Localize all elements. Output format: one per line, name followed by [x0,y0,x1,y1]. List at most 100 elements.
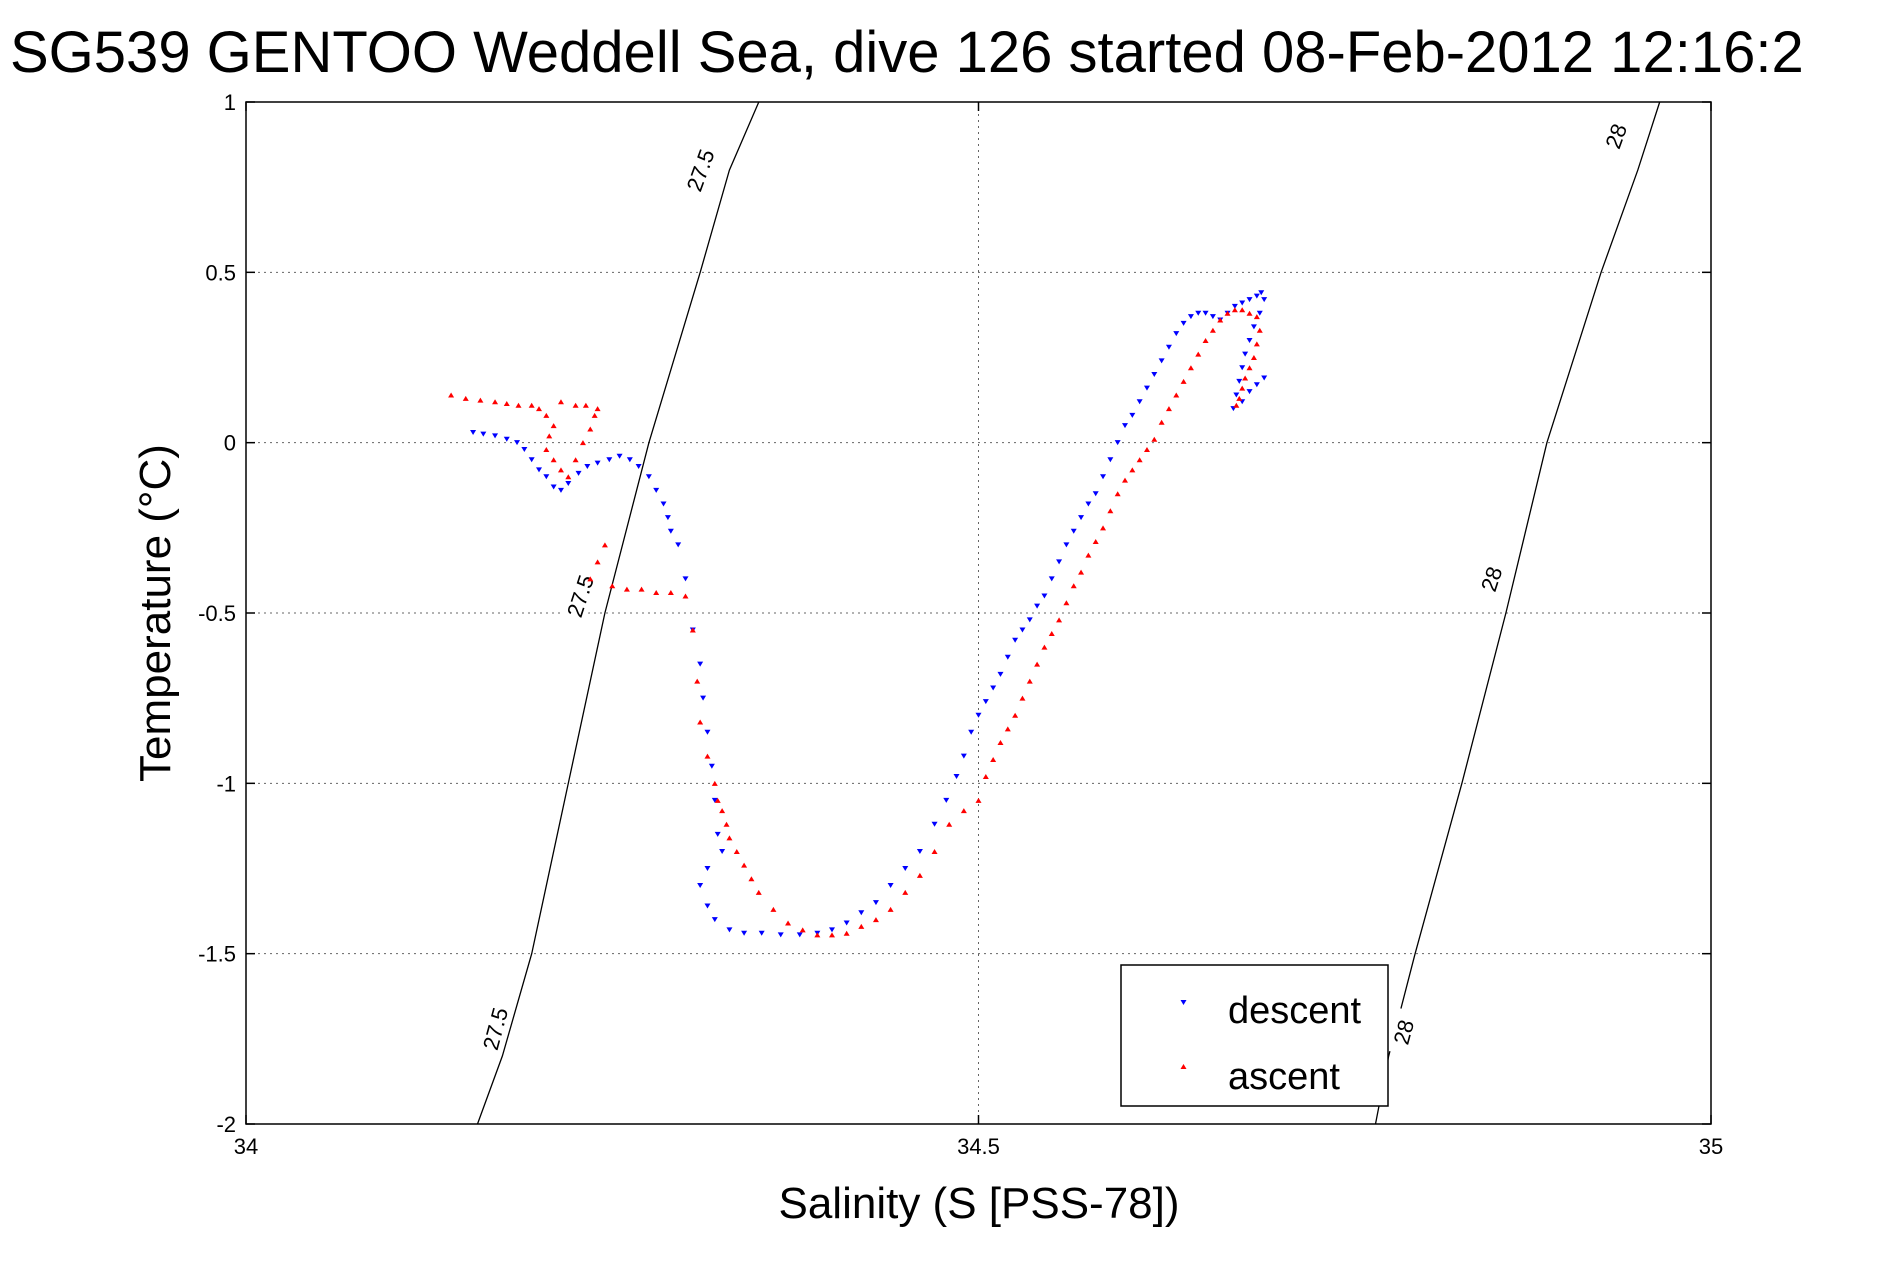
ascent-point [609,583,616,589]
descent-point [682,576,689,582]
descent-point [660,501,667,507]
y-tick-label: 0 [224,431,236,456]
descent-point [1261,375,1268,381]
ascent-point [741,862,748,868]
descent-point [1242,351,1249,357]
descent-point [675,542,682,548]
descent-point [1107,457,1114,463]
contour-label-bg [1596,110,1636,162]
descent-point [616,453,623,459]
ascent-point [1242,375,1249,381]
ascent-point [582,402,589,408]
contour-label-bg [1472,553,1511,604]
ascent-point [723,821,730,827]
descent-point [960,753,967,759]
ascent-point [843,930,850,936]
ascent-point [638,586,645,592]
ascent-point [572,402,579,408]
x-tick-label: 35 [1699,1134,1723,1159]
descent-point [550,484,557,490]
ascent-point [1070,583,1077,589]
descent-point [758,930,765,936]
ascent-point [594,559,601,565]
ascent-point [946,821,953,827]
ascent-point [1041,644,1048,650]
ascent-point [858,923,865,929]
ascent-point [601,542,608,548]
descent-point [1246,389,1253,395]
ascent-point [931,848,938,854]
contour-label-bg [1385,1007,1422,1057]
descent-point [1250,324,1257,330]
ascent-point [1256,327,1263,333]
ascent-point [711,780,718,786]
descent-point [796,932,803,938]
descent-point [719,848,726,854]
descent-point [1122,423,1128,429]
descent-point [953,774,960,780]
ascent-point [829,932,835,938]
ascent-point [1209,327,1216,333]
descent-point [492,433,499,439]
ascent-point [1107,508,1114,514]
descent-point [872,900,879,906]
ascent-point [1173,392,1180,398]
legend-descent-label: descent [1228,990,1362,1032]
descent-point [606,457,613,463]
ascent-point [572,457,579,463]
legend-ascent-marker [1180,1064,1187,1069]
legend-ascent-label: ascent [1228,1056,1340,1098]
descent-point [1041,593,1048,599]
descent-point [1231,303,1238,309]
descent-point [887,883,894,889]
descent-point [726,927,733,933]
x-axis-ticks: 34 34.5 35 [234,102,1723,1159]
ascent-point [990,756,997,762]
descent-point [714,831,721,837]
grid [246,102,1711,1124]
ascent-point [785,920,792,926]
descent-point [645,474,652,480]
descent-point [1048,576,1055,582]
descent-point [1063,542,1070,548]
ascent-point [748,876,755,882]
ascent-point [719,808,726,814]
ascent-point [1158,419,1165,425]
ascent-point [1180,378,1187,384]
descent-point [1261,297,1268,303]
descent-point [916,848,923,854]
descent-point [704,866,711,871]
ascent-point [997,739,1004,745]
descent-point [1004,654,1011,660]
ascent-point [1143,446,1150,452]
ascent-point [1236,395,1243,401]
ascent-point [770,906,777,912]
ascent-point [726,835,733,841]
descent-point [635,464,642,470]
descent-point [1114,440,1121,446]
ascent-point [1151,436,1158,442]
ascent-point [1239,385,1246,391]
descent-point [594,460,601,466]
descent-point [1070,528,1077,534]
legend-descent-marker [1180,1000,1187,1005]
legend-box [1120,964,1389,1107]
ascent-point [528,402,535,408]
ascent-point [503,400,510,406]
ascent-point [543,446,550,452]
ascent-point [1056,617,1063,623]
descent-point [575,470,582,476]
descent-point [626,457,633,463]
descent-point [858,910,865,916]
ascent-point [755,889,762,895]
ascent-point [1092,538,1099,544]
descent-point [704,903,711,909]
descent-point [829,927,835,933]
descent-point [1180,320,1187,326]
ascent-point [1187,365,1194,371]
descent-point [1187,314,1194,320]
ascent-point [565,474,572,480]
descent-point [503,436,510,442]
isopycnal-27.5 [476,101,760,1125]
